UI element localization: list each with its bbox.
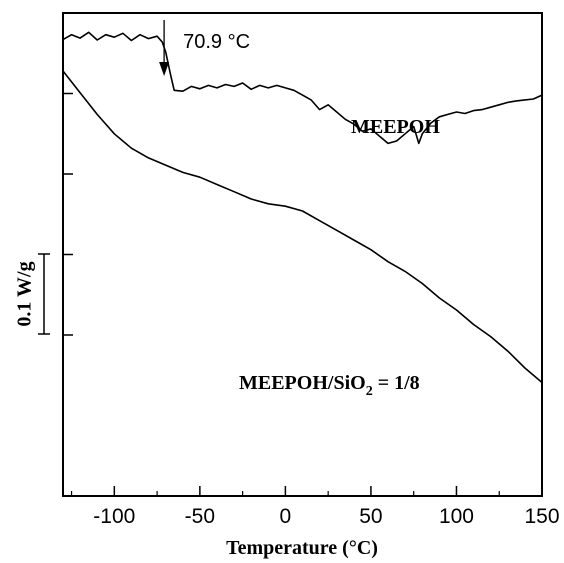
x-axis-label: Temperature (°C) <box>226 537 378 559</box>
y-ticks <box>63 92 73 336</box>
series-label-meepoh: MEEPOH <box>351 116 440 138</box>
annotation-arrowhead <box>159 62 170 76</box>
x-tick-label: 150 <box>524 505 559 528</box>
y-axis-label: 0.1 W/g <box>14 261 36 326</box>
series-line-meepoh <box>62 31 543 145</box>
series-line-meepoh-sio2 <box>62 70 543 384</box>
x-tick-label: 100 <box>439 505 474 528</box>
scale-bar <box>38 253 50 335</box>
series-lines <box>62 31 543 384</box>
annotation-label: 70.9 °C <box>183 31 250 53</box>
x-tick-label: 0 <box>280 505 292 528</box>
series-label-meepoh-sio2: MEEPOH/SiO2 = 1/8 <box>239 372 420 399</box>
transition-annotation: 70.9 °C <box>159 20 250 76</box>
x-tick-label: -100 <box>93 505 135 528</box>
x-tick-label: 50 <box>359 505 382 528</box>
x-ticks: -100 -50 0 50 100 150 <box>70 486 560 528</box>
x-tick-label: -50 <box>185 505 215 528</box>
plot-frame <box>62 12 543 497</box>
